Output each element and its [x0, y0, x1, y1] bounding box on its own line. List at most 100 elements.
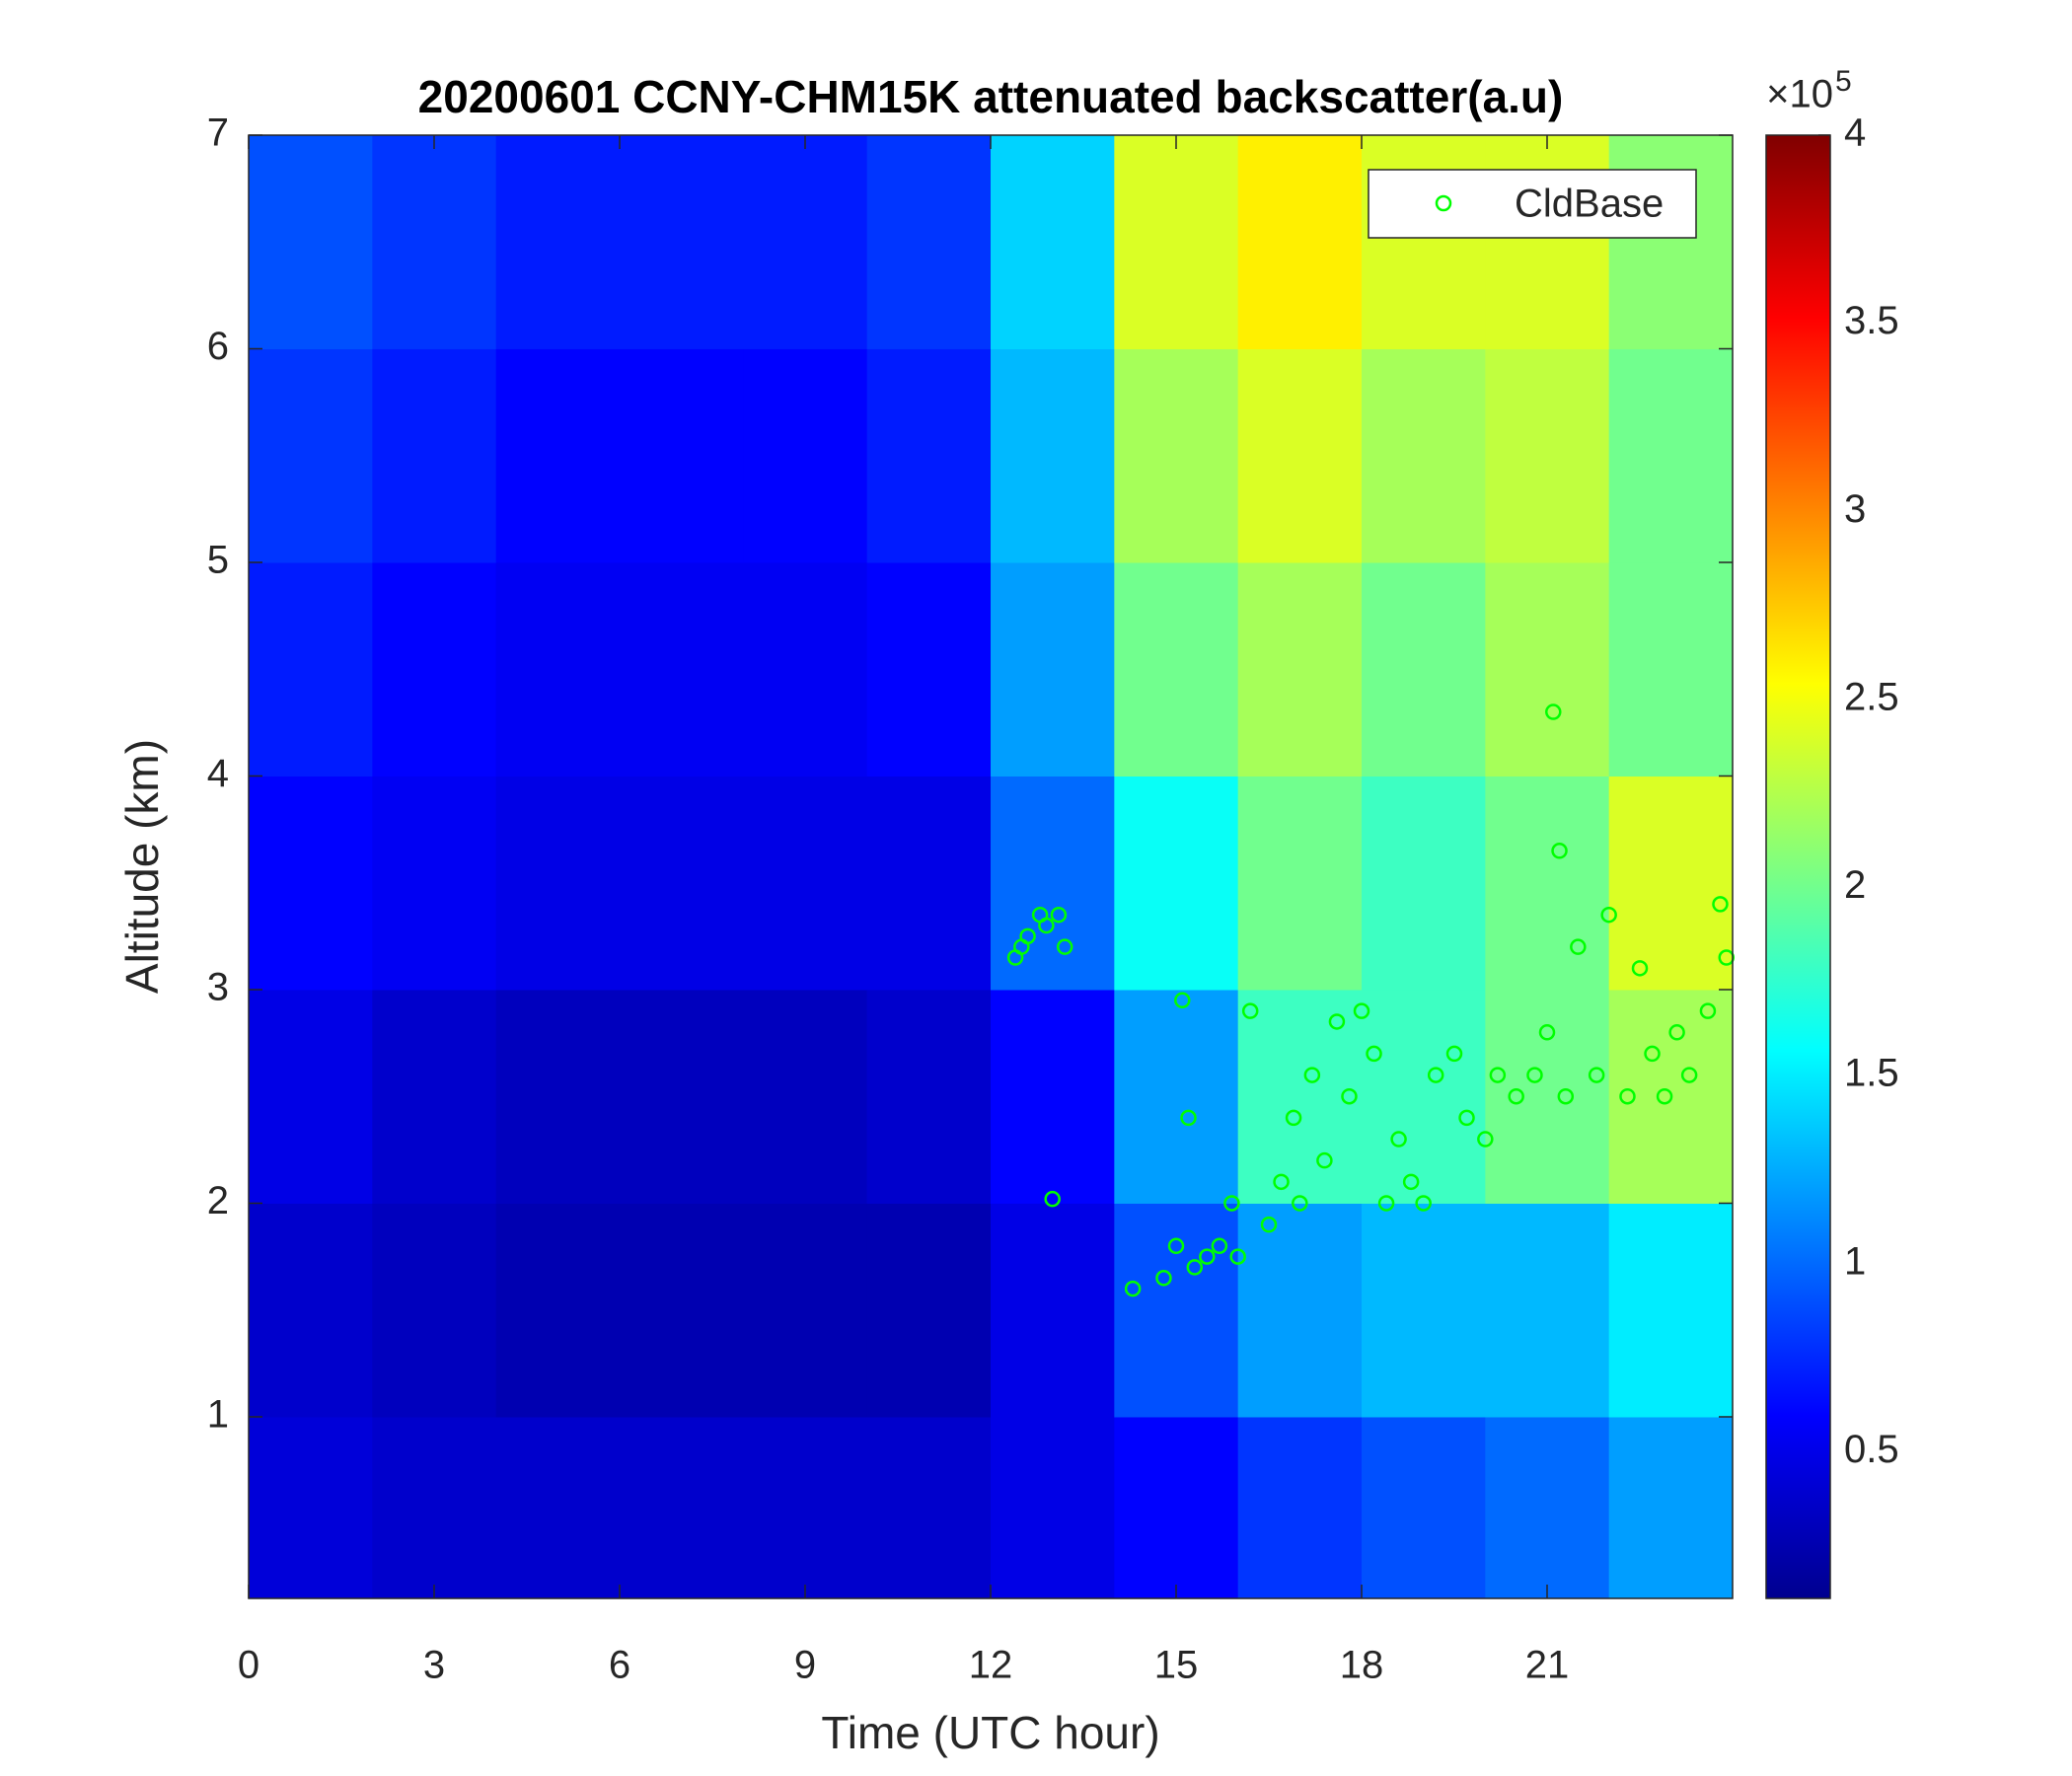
- cloud-base-point: [1699, 1002, 1717, 1019]
- heatmap-cell: [1362, 776, 1486, 991]
- cloud-base-point: [1353, 1002, 1370, 1019]
- cloud-base-point: [1445, 1045, 1463, 1063]
- heatmap-cell: [495, 1203, 621, 1418]
- cloud-base-point: [1273, 1173, 1290, 1191]
- cloud-base-point: [1631, 960, 1649, 977]
- heatmap: [249, 135, 1734, 1599]
- cloud-base-point: [1415, 1195, 1432, 1212]
- heatmap-cell: [620, 776, 744, 991]
- x-tick-label: 12: [969, 1644, 1013, 1687]
- heatmap-cell: [1608, 1416, 1734, 1599]
- heatmap-cell: [866, 776, 992, 991]
- heatmap-cell: [1485, 135, 1610, 349]
- y-tick-label: 6: [207, 325, 229, 368]
- heatmap-cell: [866, 1416, 992, 1599]
- x-tick-label: 0: [238, 1644, 259, 1687]
- cloud-base-point: [1526, 1067, 1543, 1083]
- heatmap-cell: [249, 989, 373, 1204]
- heatmap-cell: [991, 561, 1115, 777]
- cloud-base-point: [1458, 1109, 1475, 1127]
- cloud-base-point: [1489, 1067, 1507, 1083]
- cloud-base-point: [1050, 906, 1068, 924]
- x-tick-label: 3: [423, 1644, 445, 1687]
- heatmap-cell: [743, 561, 868, 777]
- y-tick-label: 1: [207, 1393, 229, 1437]
- heatmap-cell: [743, 1203, 868, 1418]
- colorbar-exponent: 5: [1835, 65, 1852, 98]
- cloud-base-point: [1019, 927, 1036, 945]
- cloud-base-point: [1619, 1087, 1636, 1105]
- heatmap-cell: [1362, 135, 1486, 349]
- heatmap-cell: [991, 1416, 1115, 1599]
- x-tick-label: 21: [1525, 1644, 1570, 1687]
- cloud-base-point: [1508, 1087, 1524, 1105]
- heatmap-cell: [991, 135, 1115, 349]
- cloud-base-point: [1260, 1216, 1278, 1233]
- heatmap-cell: [1114, 135, 1239, 349]
- heatmap-cell: [495, 561, 621, 777]
- x-tick-label: 9: [794, 1644, 816, 1687]
- cloud-base-point: [1199, 1248, 1216, 1265]
- cloud-base-point: [1292, 1195, 1308, 1212]
- colorbar-tick-label: 3: [1844, 487, 1866, 531]
- heatmap-cell: [866, 348, 992, 563]
- y-tick-label: 4: [207, 752, 229, 795]
- heatmap-cell: [1237, 1203, 1363, 1418]
- heatmap-cell: [372, 776, 497, 991]
- cloud-base-point: [1545, 703, 1562, 720]
- y-axis-label: Altitude (km): [116, 739, 168, 994]
- heatmap-cell: [495, 135, 621, 349]
- cloud-base-point: [1570, 938, 1587, 955]
- heatmap-cell: [1362, 561, 1486, 777]
- colorbar-tick-label: 1: [1844, 1239, 1866, 1283]
- legend-marker: [1435, 194, 1452, 212]
- heatmap-cell: [372, 1203, 497, 1418]
- heatmap-cell: [1114, 989, 1239, 1204]
- heatmap-cell: [743, 989, 868, 1204]
- heatmap-cell: [495, 348, 621, 563]
- heatmap-cell: [743, 776, 868, 991]
- heatmap-cell: [743, 135, 868, 349]
- cloud-base-point: [1668, 1024, 1685, 1041]
- heatmap-cell: [249, 348, 373, 563]
- colorbar-tick-label: 2: [1844, 863, 1866, 907]
- heatmap-cell: [372, 348, 497, 563]
- heatmap-cell: [743, 1416, 868, 1599]
- colorbar-multiplier: ×10: [1766, 73, 1833, 116]
- heatmap-cell: [1608, 1203, 1734, 1418]
- heatmap-cell: [249, 1416, 373, 1599]
- colorbar-tick-label: 2.5: [1844, 675, 1899, 718]
- legend-label: CldBase: [1515, 183, 1664, 226]
- cloud-base-point: [1241, 1002, 1259, 1019]
- cloud-base-point: [1588, 1067, 1605, 1083]
- heatmap-cell: [1362, 989, 1486, 1204]
- colorbar-tick-label: 4: [1844, 111, 1866, 155]
- heatmap-cell: [1485, 989, 1610, 1204]
- colorbar-tick-label: 1.5: [1844, 1052, 1899, 1095]
- cloud-base-point: [1600, 906, 1617, 924]
- y-tick-label: 2: [207, 1179, 229, 1222]
- x-axis-label: Time (UTC hour): [821, 1707, 1159, 1758]
- heatmap-cell: [991, 989, 1115, 1204]
- heatmap-cell: [620, 1416, 744, 1599]
- heatmap-cell: [1237, 135, 1363, 349]
- cloud-base-point: [1038, 917, 1055, 934]
- heatmap-cell: [866, 561, 992, 777]
- colorbar: [1765, 134, 1831, 1599]
- heatmap-cell: [620, 989, 744, 1204]
- cloud-base-point: [1538, 1024, 1556, 1041]
- y-tick-label: 7: [207, 111, 229, 155]
- cloud-base-point: [1390, 1131, 1407, 1147]
- heatmap-cell: [866, 989, 992, 1204]
- cloud-base-point: [1229, 1248, 1246, 1265]
- cloud-base-point: [1377, 1195, 1395, 1212]
- cloud-base-point: [1366, 1045, 1382, 1063]
- heatmap-cell: [1237, 348, 1363, 563]
- heatmap-cell: [249, 1203, 373, 1418]
- cloud-base-point: [1303, 1067, 1321, 1083]
- heatmap-cell: [866, 135, 992, 349]
- heatmap-cell: [1485, 1416, 1610, 1599]
- heatmap-cell: [1362, 1203, 1486, 1418]
- heatmap-cell: [1362, 1416, 1486, 1599]
